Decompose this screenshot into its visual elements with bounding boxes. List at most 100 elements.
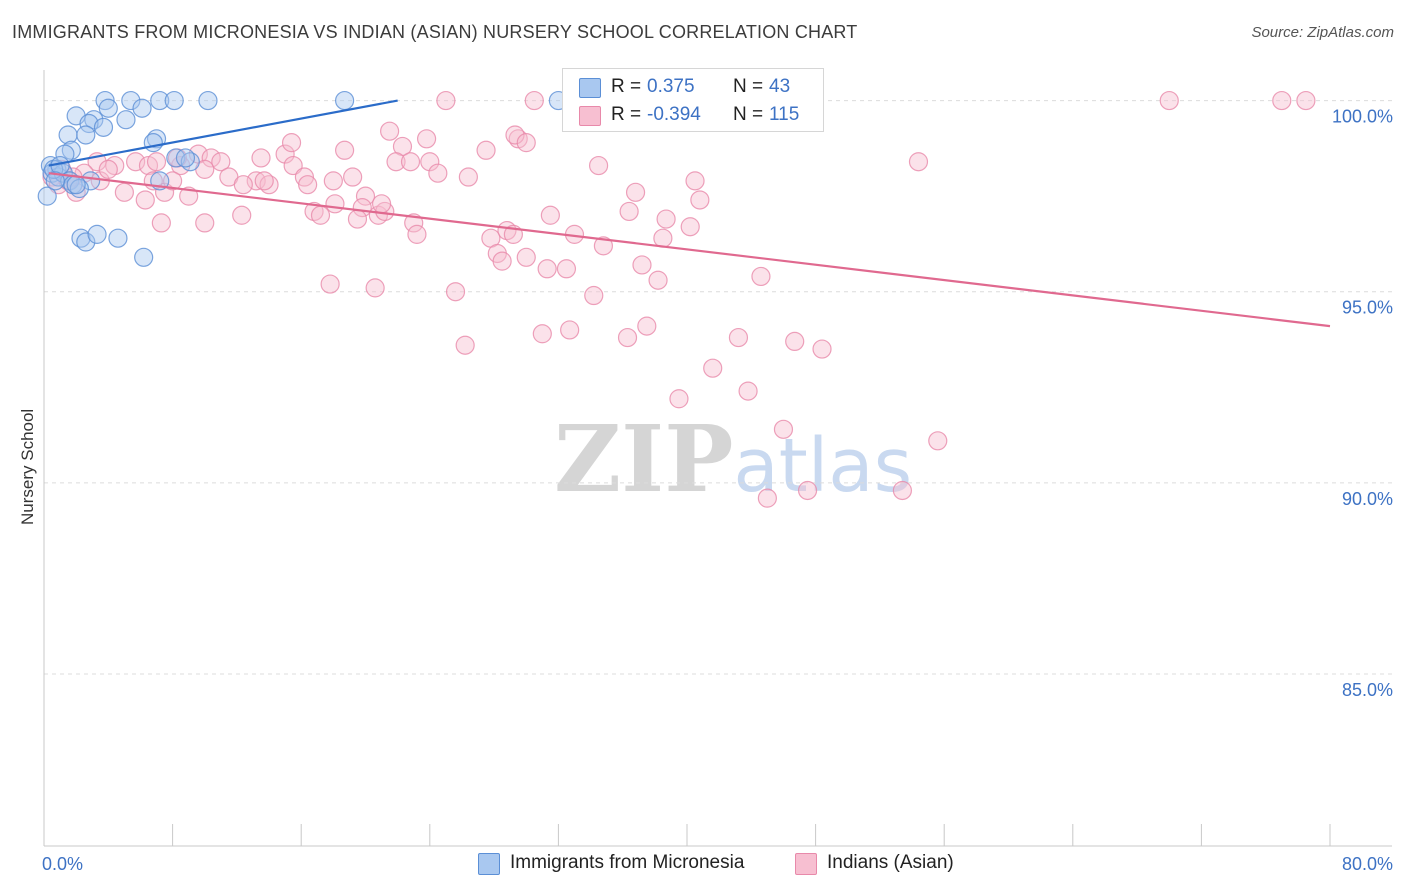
indians-point — [196, 214, 214, 232]
indians-point — [493, 252, 511, 270]
indians-point — [311, 206, 329, 224]
indians-point — [459, 168, 477, 186]
indians-point — [704, 359, 722, 377]
indians-trendline — [49, 173, 1330, 326]
indians-point — [336, 141, 354, 159]
micronesia-point — [133, 99, 151, 117]
micronesia-point — [109, 229, 127, 247]
indians-point — [402, 153, 420, 171]
indians-point — [561, 321, 579, 339]
micronesia-point — [336, 92, 354, 110]
indians-point — [326, 195, 344, 213]
micronesia-point — [135, 248, 153, 266]
indians-point — [654, 229, 672, 247]
micronesia-point — [165, 92, 183, 110]
n-value: 115 — [769, 104, 799, 126]
indians-point — [283, 134, 301, 152]
stats-row-indians: R = -0.394 N = 115 — [563, 101, 823, 129]
indians-point — [929, 432, 947, 450]
n-label: N = — [733, 104, 763, 126]
micronesia-point — [144, 134, 162, 152]
indians-point — [633, 256, 651, 274]
micronesia-point — [199, 92, 217, 110]
indians-point — [373, 195, 391, 213]
micronesia-point — [176, 149, 194, 167]
indians-point — [234, 176, 252, 194]
indians-point — [627, 183, 645, 201]
micronesia-point — [94, 118, 112, 136]
indians-point — [252, 149, 270, 167]
indians-point — [324, 172, 342, 190]
indians-point — [447, 283, 465, 301]
micronesia-point — [99, 99, 117, 117]
indians-point — [136, 191, 154, 209]
indians-point — [620, 202, 638, 220]
stats-legend: R = 0.375 N = 43 R = -0.394 N = 115 — [562, 68, 824, 132]
indians-point — [233, 206, 251, 224]
indians-point — [681, 218, 699, 236]
indians-point — [1273, 92, 1291, 110]
indians-point — [557, 260, 575, 278]
indians-point — [909, 153, 927, 171]
indians-point — [590, 157, 608, 175]
r-value: 0.375 — [647, 76, 695, 98]
legend-label-indians: Indians (Asian) — [827, 852, 954, 874]
scatter-chart: 85.0%90.0%95.0%100.0%0.0% 80.0% — [0, 0, 1406, 892]
micronesia-point — [77, 126, 95, 144]
indians-point — [619, 329, 637, 347]
y-tick-label: 95.0% — [1342, 298, 1393, 318]
y-tick-label: 100.0% — [1332, 107, 1393, 127]
indians-point — [115, 183, 133, 201]
y-axis-label: Nursery School — [18, 409, 38, 525]
indians-point — [1160, 92, 1178, 110]
legend-swatch-indians — [795, 853, 817, 875]
indians-point — [408, 225, 426, 243]
indians-point — [638, 317, 656, 335]
swatch-indians — [579, 106, 601, 126]
indians-point — [299, 176, 317, 194]
indians-point — [799, 481, 817, 499]
indians-point — [893, 481, 911, 499]
indians-point — [429, 164, 447, 182]
indians-point — [585, 287, 603, 305]
y-tick-label: 85.0% — [1342, 680, 1393, 700]
indians-point — [517, 134, 535, 152]
micronesia-point — [67, 176, 85, 194]
indians-point — [381, 122, 399, 140]
indians-point — [786, 332, 804, 350]
indians-point — [456, 336, 474, 354]
indians-point — [99, 160, 117, 178]
n-value: 43 — [769, 76, 790, 98]
indians-point — [774, 420, 792, 438]
swatch-micronesia — [579, 78, 601, 98]
n-label: N = — [733, 76, 763, 98]
legend-swatch-micronesia — [478, 853, 500, 875]
indians-point — [752, 267, 770, 285]
r-label: R = — [611, 104, 641, 126]
indians-point — [729, 329, 747, 347]
indians-point — [649, 271, 667, 289]
indians-point — [533, 325, 551, 343]
indians-point — [758, 489, 776, 507]
r-value: -0.394 — [647, 104, 701, 126]
indians-point — [148, 153, 166, 171]
indians-point — [321, 275, 339, 293]
indians-point — [525, 92, 543, 110]
indians-point — [538, 260, 556, 278]
indians-point — [686, 172, 704, 190]
indians-point — [813, 340, 831, 358]
indians-point — [477, 141, 495, 159]
indians-point — [152, 214, 170, 232]
y-axis-label-wrap: Nursery School — [18, 525, 38, 665]
legend-label-micronesia: Immigrants from Micronesia — [510, 852, 744, 874]
indians-point — [1297, 92, 1315, 110]
indians-point — [739, 382, 757, 400]
indians-point — [541, 206, 559, 224]
indians-point — [691, 191, 709, 209]
indians-point — [657, 210, 675, 228]
indians-point — [348, 210, 366, 228]
indians-point — [418, 130, 436, 148]
indians-point — [255, 172, 273, 190]
indians-point — [344, 168, 362, 186]
indians-point — [670, 390, 688, 408]
